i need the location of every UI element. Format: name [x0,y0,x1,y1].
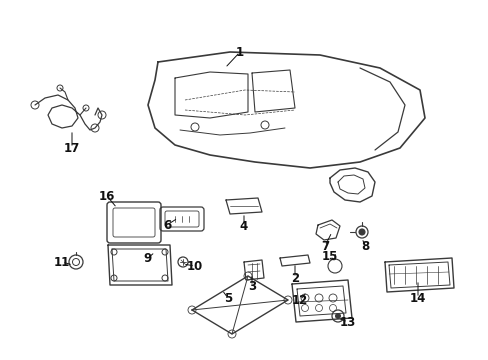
Text: 1: 1 [235,45,244,59]
Circle shape [358,229,364,235]
Text: 13: 13 [339,315,355,328]
Text: 7: 7 [320,239,328,252]
Text: 2: 2 [290,271,299,284]
Text: 16: 16 [99,189,115,202]
Text: 4: 4 [240,220,247,233]
Text: 17: 17 [64,141,80,154]
Text: 9: 9 [143,252,152,265]
Text: 8: 8 [360,239,368,252]
Text: 11: 11 [54,256,70,269]
Text: 5: 5 [224,292,232,305]
Text: 12: 12 [291,293,307,306]
Text: 15: 15 [321,249,338,262]
Text: 6: 6 [163,219,171,231]
Text: 3: 3 [247,279,256,292]
Circle shape [335,314,340,319]
Text: 10: 10 [186,260,203,273]
Text: 14: 14 [409,292,426,305]
